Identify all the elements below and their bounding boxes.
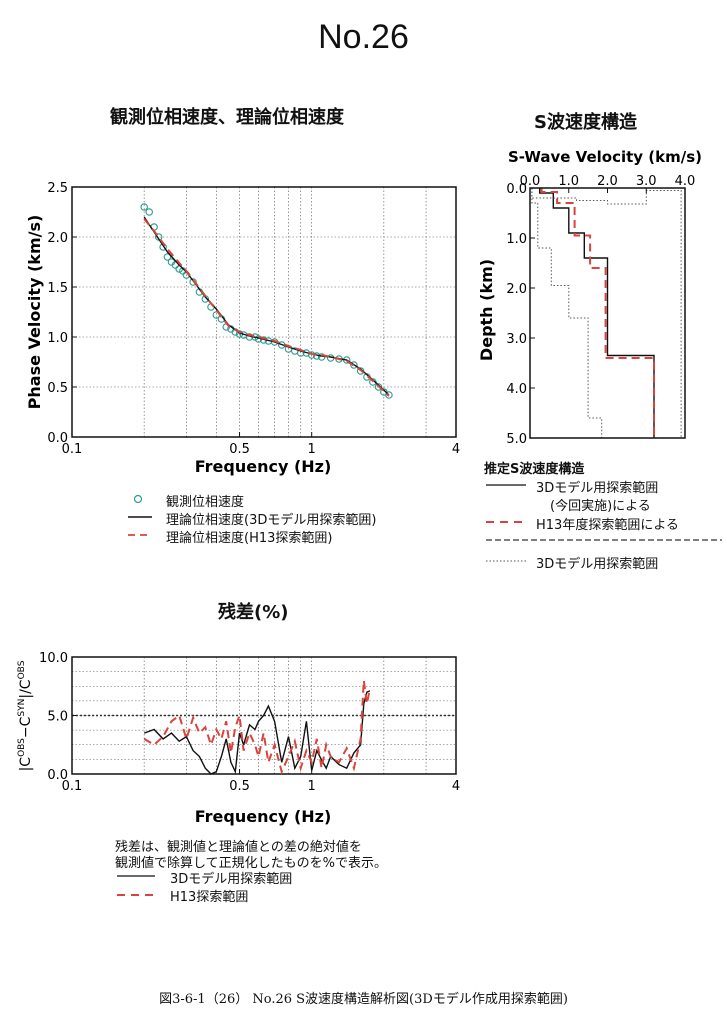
series-line-0 [143, 690, 371, 775]
y-tick-label: 5.0 [506, 432, 527, 447]
figure-caption: 図3-6-1（26） No.26 S波速度構造解析図(3Dモデル作成用探索範囲) [159, 992, 568, 1007]
resid-note-line2: 観測値で除算して正規化したものを%で表示。 [115, 856, 387, 871]
y-axis-label: |COBS−CSYN|/COBS [17, 660, 34, 771]
s-wave-velocity-chart: 0.0 1.0 2.0 3.0 4.0 0.0 1.0 2.0 3.0 4.0 5.0 S-Wave … [477, 148, 702, 447]
y-label-part: |C [18, 757, 34, 772]
svel-legend-label-h13: H13年度探索範囲による [536, 518, 679, 533]
resid-legend-swatches [117, 875, 155, 896]
y-label-part: −C [18, 716, 34, 738]
y-tick-label: 2.0 [47, 231, 68, 246]
y-tick-label: 4.0 [506, 382, 527, 397]
legend-swatch-observed [133, 494, 143, 504]
observed-point [145, 208, 153, 216]
x-tick-label: 3.0 [636, 174, 657, 189]
svel-section-title: S波速度構造 [534, 112, 637, 133]
x-tick-label: 0.1 [62, 442, 83, 457]
y-tick-label: 1.0 [47, 331, 68, 346]
x-tick-label: 4 [452, 779, 460, 794]
y-tick-label: 10.0 [39, 651, 68, 666]
y-tick-label: 0.0 [47, 431, 68, 446]
y-label-superscript: SYN [17, 699, 27, 717]
observed-point [140, 203, 148, 211]
depth-profile-3 [531, 188, 603, 438]
x-tick-label: 0.5 [229, 442, 250, 457]
depth-profile-0 [538, 188, 655, 438]
y-axis-label: Depth (km) [477, 259, 496, 361]
legend-label-observed: 観測位相速度 [166, 495, 245, 510]
resid-section-title: 残差(%) [218, 602, 289, 623]
y-tick-label: 1.5 [47, 281, 68, 296]
observed-point [189, 278, 197, 286]
x-tick-label: 0.5 [229, 779, 250, 794]
y-tick-label: 0.0 [47, 768, 68, 783]
svel-legend-label-3d-2: (今回実施)による [550, 499, 651, 514]
resid-note-line1: 残差は、観測値と理論値との差の絶対値を [115, 840, 362, 855]
series-line-1 [143, 680, 371, 775]
svel-legend: 推定S波速度構造 3Dモデル用探索範囲 (今回実施)による H13年度探索範囲に… [480, 458, 725, 572]
svel-legend-title: 推定S波速度構造 [484, 462, 585, 477]
y-tick-label: 0.0 [506, 182, 527, 197]
legend-label-h13: 理論位相速度(H13探索範囲) [166, 531, 333, 546]
x-tick-label: 4.0 [675, 174, 696, 189]
phase-velocity-chart: 0.1 0.5 1 4 0.0 0.5 1.0 1.5 2.0 2.5 Frequency (Hz)… [25, 181, 460, 476]
y-tick-label: 2.5 [47, 181, 68, 196]
svel-plot-title: S-Wave Velocity (km/s) [508, 148, 702, 166]
svel-legend-label-3d: 3Dモデル用探索範囲 [536, 481, 659, 496]
resid-legend-label-h13: H13探索範囲 [170, 890, 249, 905]
phase-legend-swatches [128, 494, 152, 536]
observed-point [374, 383, 383, 391]
y-tick-label: 0.5 [47, 381, 68, 396]
x-tick-label: 1 [308, 779, 316, 794]
x-tick-label: 4 [452, 442, 460, 457]
x-tick-label: 1 [308, 442, 316, 457]
series-line-2 [143, 218, 390, 397]
x-axis-label: Frequency (Hz) [195, 457, 332, 476]
series-observed [140, 203, 393, 399]
y-tick-label: 2.0 [506, 282, 527, 297]
resid-legend-label-3d: 3Dモデル用探索範囲 [170, 872, 293, 887]
x-axis-label: Frequency (Hz) [195, 807, 332, 826]
observed-point [163, 253, 172, 261]
y-label-part: |/C [18, 679, 34, 698]
legend-label-3d: 理論位相速度(3Dモデル用探索範囲) [166, 513, 377, 528]
y-label-superscript: OBS [17, 660, 27, 679]
phase-legend: 観測位相速度 理論位相速度(3Dモデル用探索範囲) 理論位相速度(H13探索範囲… [128, 490, 418, 548]
y-tick-label: 1.0 [506, 232, 527, 247]
y-tick-label: 5.0 [47, 710, 68, 725]
x-tick-label: 1.0 [558, 174, 579, 189]
x-tick-label: 0.0 [520, 174, 541, 189]
observed-point [350, 361, 358, 369]
observed-point [385, 391, 393, 399]
phase-section-title: 観測位相速度、理論位相速度 [110, 107, 344, 128]
depth-profile-1 [540, 188, 655, 438]
x-tick-label: 2.0 [597, 174, 618, 189]
svel-legend-swatches [486, 484, 722, 562]
y-axis-label: Phase Velocity (km/s) [25, 215, 44, 410]
x-tick-label: 0.1 [62, 779, 83, 794]
svel-legend-label-search: 3Dモデル用探索範囲 [536, 557, 659, 572]
phase-grid [72, 187, 456, 437]
observed-point [154, 233, 163, 241]
y-tick-label: 3.0 [506, 332, 527, 347]
y-label-superscript: OBS [17, 738, 27, 757]
depth-profile-2 [531, 188, 682, 438]
page-title: No.26 [318, 18, 409, 56]
phase-frame [71, 186, 457, 438]
